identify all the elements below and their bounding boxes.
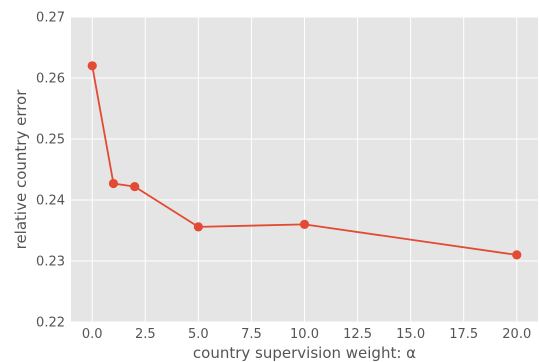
y-tick-label: 0.24 [36, 194, 65, 209]
y-axis-label: relative country error [12, 89, 30, 250]
x-axis-ticks: 0.0 2.5 5.0 7.5 10.0 12.5 15.0 17.5 20.0 [82, 327, 531, 342]
x-axis-label: country supervision weight: α [193, 344, 416, 362]
data-point [194, 222, 203, 231]
y-tick-label: 0.23 [36, 255, 65, 270]
data-point [130, 182, 139, 191]
data-point [88, 61, 97, 70]
y-tick-label: 0.25 [36, 133, 65, 148]
data-point [300, 220, 309, 229]
x-tick-label: 2.5 [135, 327, 156, 342]
y-axis-ticks: 0.22 0.23 0.24 0.25 0.26 0.27 [36, 11, 65, 331]
data-point [512, 250, 521, 259]
x-tick-label: 10.0 [290, 327, 319, 342]
x-tick-label: 17.5 [449, 327, 478, 342]
x-tick-label: 12.5 [343, 327, 372, 342]
x-tick-label: 20.0 [502, 327, 531, 342]
y-tick-label: 0.22 [36, 316, 65, 331]
y-tick-label: 0.27 [36, 11, 65, 26]
x-tick-label: 0.0 [82, 327, 103, 342]
x-tick-label: 15.0 [396, 327, 425, 342]
x-tick-label: 5.0 [188, 327, 209, 342]
data-point [109, 179, 118, 188]
x-tick-label: 7.5 [241, 327, 262, 342]
y-tick-label: 0.26 [36, 72, 65, 87]
